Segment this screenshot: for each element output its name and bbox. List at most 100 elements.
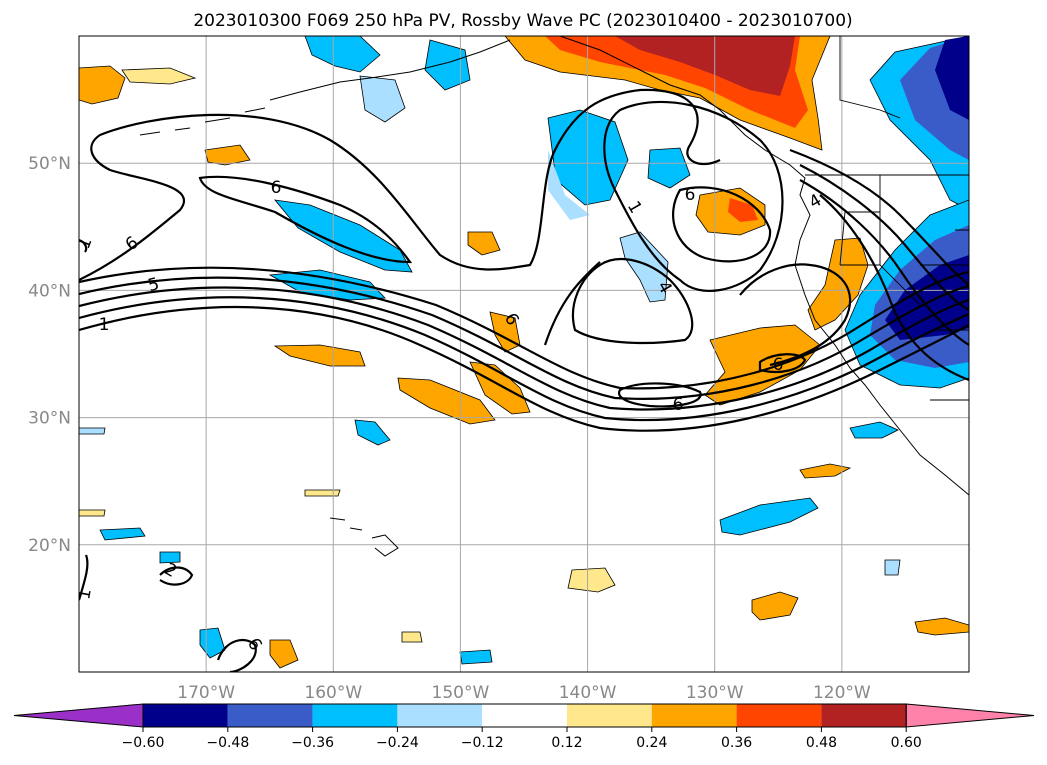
colorbar-segment <box>482 704 567 727</box>
contour-value-label: 6 <box>773 355 784 375</box>
contour-jet-1 <box>79 305 969 432</box>
contour-jet-4 <box>79 276 969 400</box>
shade-yellow-nw <box>121 67 197 85</box>
shade-blue-s5 <box>459 649 493 665</box>
shade-yellow-s2 <box>304 489 341 497</box>
lon-tick-label: 160°W <box>304 683 362 703</box>
colorbar-segment <box>312 704 398 727</box>
shade-red-central <box>728 198 758 222</box>
colorbar-tick-label: 0.48 <box>806 735 837 751</box>
colorbar: −0.60 −0.48 −0.36 −0.24 −0.12 0.12 0.24 0.36 0.4… <box>13 703 1035 751</box>
contour-east-big <box>543 261 852 367</box>
shade-orange-s2 <box>751 591 799 621</box>
shade-lightblue-s1 <box>79 427 106 435</box>
shade-lightblue-central <box>548 150 590 220</box>
contour-east-coast <box>789 148 969 382</box>
contour-small-6-orange <box>758 353 807 374</box>
contour-north-5 <box>79 88 721 281</box>
contour-west-edge <box>79 238 89 601</box>
border-states-2 <box>879 175 969 401</box>
lat-tick-label: 40°N <box>28 281 71 301</box>
shade-lightblue-top <box>359 75 406 123</box>
shade-orange-s3 <box>914 617 969 636</box>
contour-value-label: 6 <box>271 178 282 198</box>
contour-value-label: 1 <box>74 587 96 601</box>
lon-tick-label: 150°W <box>432 683 490 703</box>
longitude-labels: 170°W 160°W 150°W 140°W 130°W 120°W <box>177 683 871 703</box>
contour-central-loop-inner <box>672 186 772 263</box>
contour-central-loop-outer <box>603 100 784 292</box>
shade-blue-top-2 <box>424 39 471 91</box>
shade-yellow-s1 <box>567 567 616 593</box>
shade-yellow-s4 <box>401 631 423 643</box>
colorbar-tick-label: 0.12 <box>551 735 582 751</box>
contour-value-label: 5 <box>146 274 162 296</box>
shade-yellow-s3 <box>79 509 106 517</box>
colorbar-frame <box>142 703 907 728</box>
shade-orange-mid-w <box>204 144 251 166</box>
colorbar-tick-label: 0.36 <box>721 735 752 751</box>
borders <box>805 36 969 401</box>
contour-small-sw2 <box>216 638 257 672</box>
colorbar-segment <box>227 704 313 727</box>
border-alaska-canada <box>839 36 901 119</box>
colorbar-extend-high <box>905 703 1035 728</box>
coastlines <box>139 36 969 557</box>
colorbar-tick-label: −0.48 <box>206 735 249 751</box>
shade-blue-s2 <box>719 497 819 536</box>
shade-blue-top <box>304 36 381 73</box>
lat-tick-label: 20°N <box>28 536 71 556</box>
contour-value-label: 6 <box>673 395 684 415</box>
coastline-aleutians <box>139 107 266 136</box>
shade-navy-coast <box>885 255 969 340</box>
shade-orange-streak <box>397 377 496 425</box>
contour-value-label: 1 <box>99 315 110 335</box>
latitude-labels: 50°N 40°N 30°N 20°N <box>28 154 71 556</box>
map-frame <box>78 35 970 673</box>
colorbar-tick-label: 0.24 <box>636 735 667 751</box>
lat-tick-label: 30°N <box>28 409 71 429</box>
contour-closed-6 <box>198 175 413 264</box>
lat-tick-label: 50°N <box>28 154 71 174</box>
figure-title: 2023010300 F069 250 hPa PV, Rossby Wave … <box>193 11 852 31</box>
coastline-hawaii <box>329 517 399 557</box>
shade-orange-s1 <box>799 463 852 479</box>
lon-tick-label: 170°W <box>177 683 235 703</box>
shade-lightblue-mid <box>619 231 669 303</box>
colorbar-tick-label: −0.24 <box>376 735 419 751</box>
shade-orange-s4 <box>269 639 299 669</box>
contour-value-label: 6 <box>685 185 696 205</box>
shade-blue-s1 <box>354 419 391 446</box>
pv-contours <box>79 88 969 672</box>
contour-jet-3 <box>79 286 969 411</box>
shade-blue-s7 <box>159 551 181 564</box>
colorbar-tick-label: 0.60 <box>891 735 922 751</box>
lon-tick-label: 120°W <box>813 683 871 703</box>
contour-jet-2 <box>79 296 969 422</box>
shade-blue-s6 <box>99 527 146 541</box>
colorbar-segment <box>821 704 907 727</box>
shade-orange-nw <box>79 65 126 105</box>
shade-orange-streak-2 <box>469 361 531 415</box>
shade-navy-ne <box>935 36 969 120</box>
coastline-alaska <box>269 36 969 496</box>
shade-orange-small-2 <box>467 231 501 256</box>
colorbar-segment <box>736 704 822 727</box>
colorbar-segment <box>143 704 228 727</box>
colorbar-extend-low <box>13 703 144 728</box>
lon-tick-label: 130°W <box>686 683 744 703</box>
contour-small-sw <box>159 566 194 586</box>
contour-jet-5 <box>79 266 969 390</box>
shade-blue-s3 <box>849 421 899 439</box>
shade-lightblue-s2 <box>884 559 901 576</box>
shade-blue-west <box>274 199 413 273</box>
colorbar-tick-label: −0.60 <box>122 735 165 751</box>
colorbar-tick-label: −0.36 <box>291 735 334 751</box>
shade-orange-center-w <box>273 344 366 367</box>
colorbar-segment <box>651 704 737 727</box>
colorbar-segment <box>567 704 652 727</box>
shade-blue-central-2 <box>647 147 691 189</box>
colorbar-tick-label: −0.12 <box>461 735 504 751</box>
contour-small-6-south <box>617 382 702 408</box>
